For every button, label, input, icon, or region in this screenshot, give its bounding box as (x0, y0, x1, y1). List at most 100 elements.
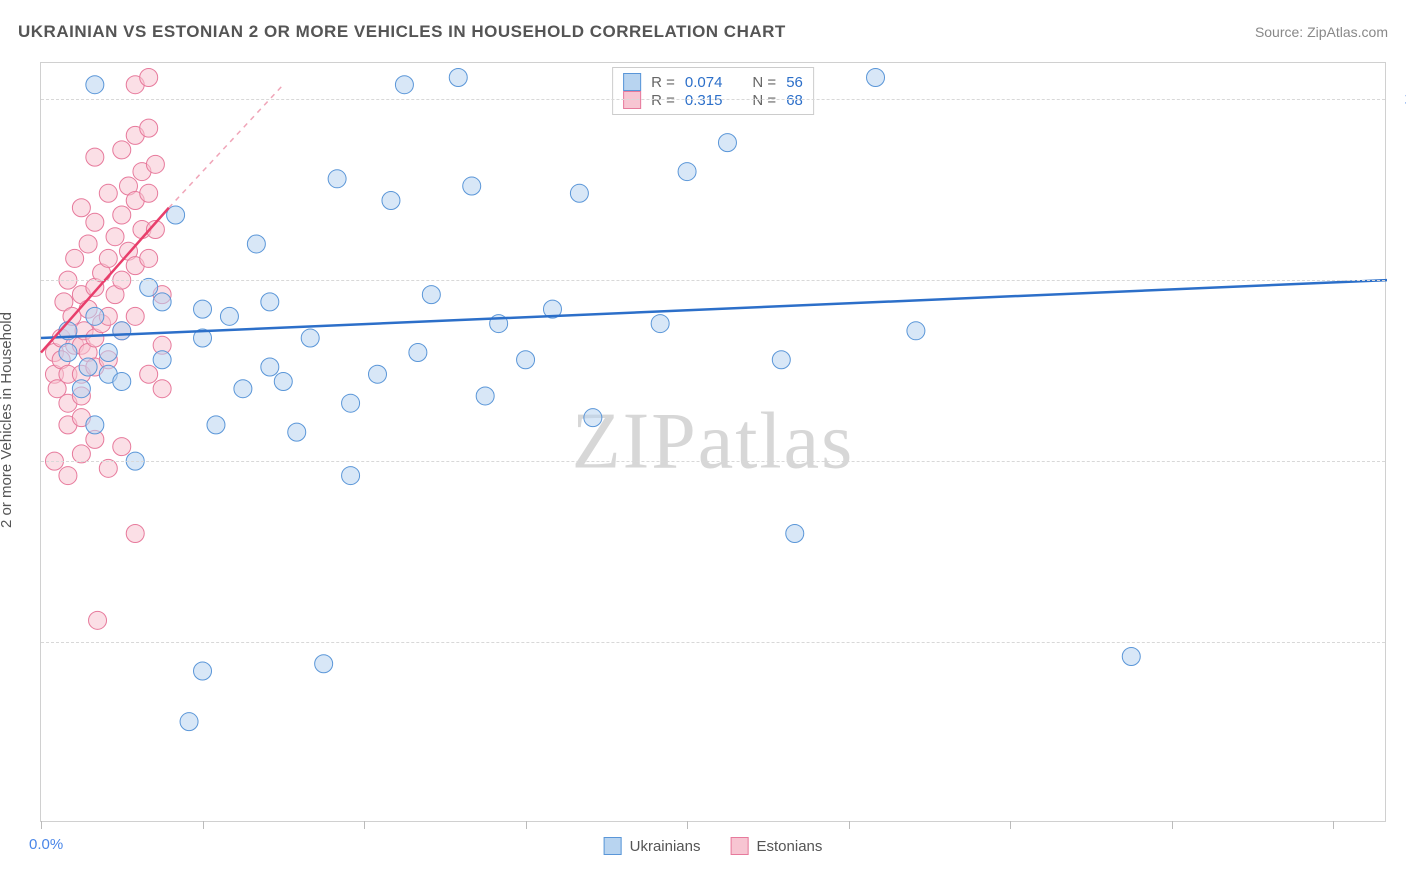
trend-line (169, 85, 283, 208)
data-point (247, 235, 265, 253)
gridline (41, 280, 1385, 281)
data-point (786, 524, 804, 542)
n-label: N = (752, 74, 776, 91)
x-tick (203, 821, 204, 829)
data-point (1122, 648, 1140, 666)
data-point (180, 713, 198, 731)
data-point (342, 394, 360, 412)
data-point (113, 322, 131, 340)
plot-area: ZIPatlas R = 0.074 N = 56 R = 0.315 N = … (40, 62, 1386, 822)
data-point (678, 163, 696, 181)
data-point (113, 372, 131, 390)
data-point (301, 329, 319, 347)
data-point (113, 206, 131, 224)
data-point (86, 213, 104, 231)
data-point (89, 611, 107, 629)
data-point (153, 351, 171, 369)
data-point (126, 307, 144, 325)
swatch-ukrainians-icon (604, 837, 622, 855)
data-point (194, 662, 212, 680)
data-point (153, 293, 171, 311)
data-point (79, 358, 97, 376)
swatch-ukrainians (623, 73, 641, 91)
data-point (207, 416, 225, 434)
data-point (99, 184, 117, 202)
legend-label-estonians: Estonians (757, 838, 823, 855)
data-point (79, 235, 97, 253)
data-point (140, 119, 158, 137)
gridline (41, 461, 1385, 462)
gridline (41, 642, 1385, 643)
data-point (146, 155, 164, 173)
data-point (274, 372, 292, 390)
data-point (315, 655, 333, 673)
data-point (140, 249, 158, 267)
data-point (342, 467, 360, 485)
chart-title: UKRAINIAN VS ESTONIAN 2 OR MORE VEHICLES… (18, 22, 786, 42)
data-point (86, 76, 104, 94)
y-axis-label: 2 or more Vehicles in Household (0, 312, 15, 528)
data-point (59, 344, 77, 362)
data-point (369, 365, 387, 383)
data-point (72, 380, 90, 398)
r-label: R = (651, 74, 675, 91)
x-tick (364, 821, 365, 829)
x-tick (1333, 821, 1334, 829)
data-point (86, 416, 104, 434)
data-point (66, 249, 84, 267)
data-point (772, 351, 790, 369)
legend-label-ukrainians: Ukrainians (630, 838, 701, 855)
legend-row-ukrainians: R = 0.074 N = 56 (623, 73, 803, 91)
x-tick (41, 821, 42, 829)
data-point (570, 184, 588, 202)
legend-item-ukrainians: Ukrainians (604, 837, 701, 855)
data-point (194, 300, 212, 318)
data-point (59, 467, 77, 485)
data-point (99, 344, 117, 362)
chart-svg (41, 63, 1385, 821)
x-tick (687, 821, 688, 829)
data-point (106, 228, 124, 246)
data-point (140, 68, 158, 86)
y-tick-label: 25.0% (1395, 634, 1406, 651)
data-point (140, 184, 158, 202)
data-point (86, 307, 104, 325)
data-point (517, 351, 535, 369)
data-point (261, 358, 279, 376)
data-point (463, 177, 481, 195)
data-point (907, 322, 925, 340)
trend-line (41, 280, 1387, 338)
x-axis-min-label: 0.0% (29, 836, 63, 853)
x-tick (849, 821, 850, 829)
x-tick (1172, 821, 1173, 829)
data-point (99, 249, 117, 267)
y-tick-label: 100.0% (1395, 91, 1406, 108)
data-point (409, 344, 427, 362)
data-point (113, 438, 131, 456)
data-point (113, 141, 131, 159)
x-tick (526, 821, 527, 829)
gridline (41, 99, 1385, 100)
data-point (234, 380, 252, 398)
data-point (140, 365, 158, 383)
legend-series: Ukrainians Estonians (604, 837, 823, 855)
y-tick-label: 75.0% (1395, 272, 1406, 289)
data-point (449, 68, 467, 86)
source-attribution: Source: ZipAtlas.com (1255, 24, 1388, 40)
data-point (651, 315, 669, 333)
data-point (126, 524, 144, 542)
data-point (153, 380, 171, 398)
data-point (72, 199, 90, 217)
legend-stats: R = 0.074 N = 56 R = 0.315 N = 68 (612, 67, 814, 115)
data-point (328, 170, 346, 188)
x-tick (1010, 821, 1011, 829)
data-point (395, 76, 413, 94)
y-tick-label: 50.0% (1395, 453, 1406, 470)
data-point (86, 148, 104, 166)
swatch-estonians-icon (731, 837, 749, 855)
n-value-ukr: 56 (786, 74, 803, 91)
data-point (718, 134, 736, 152)
data-point (584, 409, 602, 427)
data-point (382, 192, 400, 210)
data-point (867, 68, 885, 86)
